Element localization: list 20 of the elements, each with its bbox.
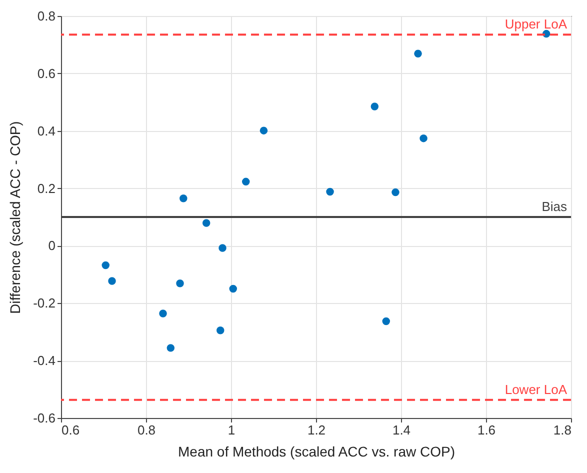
- y-tick-label: 0: [48, 238, 56, 254]
- y-tick-label: 0.2: [37, 180, 56, 196]
- x-tick-label: 1.6: [477, 422, 496, 438]
- x-tick-label: 1: [228, 422, 236, 438]
- y-tick-label: 0.6: [37, 66, 56, 81]
- x-tick-label: 1.2: [307, 422, 326, 438]
- ref-line-label: Lower LoA: [504, 382, 568, 397]
- x-tick-label: 1.4: [392, 422, 411, 438]
- ref-line-label: Bias: [542, 199, 568, 214]
- x-tick-label: 0.6: [62, 422, 80, 438]
- x-axis-title: Mean of Methods (scaled ACC vs. raw COP): [178, 444, 455, 460]
- y-tick-label: -0.2: [33, 296, 56, 311]
- y-tick-label: -0.6: [33, 410, 56, 426]
- x-tick-label: 1.8: [553, 422, 572, 438]
- y-tick-label: 0.4: [37, 123, 56, 138]
- x-tick-label: 0.8: [137, 422, 156, 438]
- y-tick-label: 0.8: [37, 8, 56, 24]
- y-tick-label: -0.4: [33, 353, 56, 368]
- ref-line-label: Upper LoA: [504, 16, 568, 32]
- y-axis-title: Difference (scaled ACC - COP): [7, 121, 24, 314]
